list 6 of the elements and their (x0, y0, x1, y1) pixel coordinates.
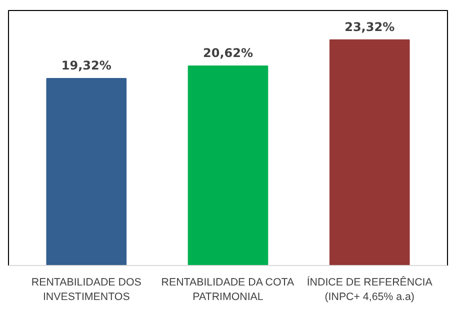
data-label: 23,32% (344, 20, 395, 34)
x-tick-label: RENTABILIDADE DOS INVESTIMENTOS (31, 276, 142, 303)
data-label: 19,32% (61, 58, 112, 73)
data-label: 20,62% (203, 46, 253, 60)
x-tick-label: RENTABILIDADE DA COTA PATRIMONIAL (161, 276, 296, 303)
x-tick-label: ÍNDICE DE REFERÊNCIA (INPC+ 4,65% a.a) (306, 276, 434, 303)
